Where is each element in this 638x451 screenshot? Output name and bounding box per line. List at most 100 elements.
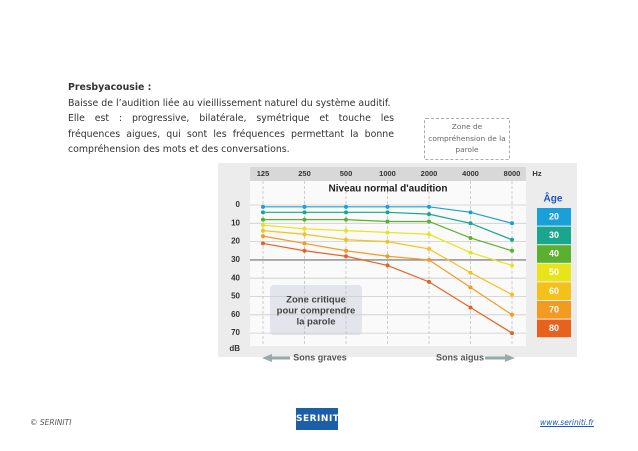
data-point <box>261 210 265 215</box>
chart-title: Niveau normal d'audition <box>328 184 447 195</box>
data-point <box>261 241 265 246</box>
legend-swatch <box>537 263 571 282</box>
data-point <box>385 239 390 244</box>
arrow-left <box>262 354 272 362</box>
logo: SERINITI <box>296 408 343 430</box>
data-point <box>261 228 265 233</box>
legend-swatch <box>537 282 571 300</box>
legend-swatch <box>537 208 571 226</box>
x-tick-label: 250 <box>298 169 311 178</box>
data-point <box>344 217 348 222</box>
legend-label: 20 <box>549 211 559 221</box>
data-point <box>261 234 265 239</box>
data-point <box>427 204 431 209</box>
paragraph: Baisse de l’audition liée au vieillissem… <box>68 97 391 109</box>
data-point <box>385 254 390 259</box>
data-point <box>302 204 307 209</box>
legend-label: 70 <box>549 304 559 314</box>
data-point <box>302 210 307 215</box>
y-tick-label: 10 <box>231 218 240 227</box>
legend-label: 40 <box>549 249 559 259</box>
paragraph: Elle est : progressive, bilatérale, symé… <box>68 113 394 155</box>
data-point <box>468 210 473 215</box>
y-tick-label: 20 <box>231 237 240 246</box>
data-point <box>344 204 348 209</box>
data-point <box>427 232 431 237</box>
data-point <box>510 221 514 226</box>
x-unit: Hz <box>532 169 541 178</box>
y-tick-label: 30 <box>231 255 240 264</box>
y-tick-label: 60 <box>231 310 240 319</box>
intro: Presbyacousie : Baisse de l’audition lié… <box>68 80 394 158</box>
data-point <box>385 230 390 235</box>
data-point <box>427 257 431 262</box>
x-tick-label: 8000 <box>504 169 521 178</box>
data-point <box>344 237 348 242</box>
data-point <box>468 285 473 290</box>
data-point <box>427 212 431 217</box>
data-point <box>468 221 473 226</box>
data-point <box>468 305 473 310</box>
data-point <box>427 219 431 224</box>
data-point <box>302 248 307 253</box>
legend-swatch <box>537 319 571 338</box>
legend-label: 60 <box>549 286 559 296</box>
data-point <box>302 241 307 246</box>
legend-swatch <box>537 301 571 319</box>
data-point <box>261 223 265 228</box>
data-point <box>510 248 514 253</box>
annotation-line: la parole <box>296 317 335 328</box>
legend-swatch <box>537 226 571 245</box>
y-tick-label: 0 <box>236 200 241 209</box>
data-point <box>261 217 265 222</box>
data-point <box>302 226 307 231</box>
legend-title: Âge <box>544 192 563 205</box>
legend-label: 80 <box>549 323 559 333</box>
freq-band <box>250 167 526 181</box>
data-point <box>344 228 348 233</box>
data-point <box>385 219 390 224</box>
data-point <box>344 210 348 215</box>
data-point <box>468 250 473 255</box>
critical-zone <box>270 285 362 335</box>
y-unit: dB <box>229 344 240 353</box>
data-point <box>468 235 473 240</box>
note-box: Zone de compréhension de la parole <box>424 118 510 160</box>
data-point <box>510 331 514 336</box>
data-point <box>510 263 514 268</box>
x-tick-label: 125 <box>257 169 270 178</box>
x-tick-label: 4000 <box>462 169 479 178</box>
data-point <box>510 312 514 317</box>
copyright: © SERINITI <box>30 418 72 427</box>
data-point <box>427 279 431 284</box>
y-tick-label: 50 <box>231 292 240 301</box>
data-point <box>261 204 265 209</box>
legend-swatch <box>537 245 571 263</box>
legend-label: 30 <box>549 230 559 240</box>
x-tick-label: 500 <box>340 169 353 178</box>
website-link[interactable]: www.seriniti.fr <box>540 418 594 427</box>
data-point <box>510 237 514 242</box>
y-tick-label: 70 <box>231 328 240 337</box>
data-point <box>302 232 307 237</box>
annotation-line: Zone critique <box>286 295 346 306</box>
legend-label: 50 <box>549 267 559 277</box>
y-tick-label: 40 <box>231 273 240 282</box>
data-point <box>385 263 390 268</box>
data-point <box>385 204 390 209</box>
x-tick-label: 2000 <box>421 169 438 178</box>
intro-title: Presbyacousie : <box>68 82 152 93</box>
low-label: Sons graves <box>293 352 347 362</box>
annotation-line: pour comprendre <box>277 306 356 317</box>
x-tick-label: 1000 <box>379 169 396 178</box>
data-point <box>302 217 307 222</box>
data-point <box>510 292 514 297</box>
data-point <box>344 248 348 253</box>
arrow-right <box>505 354 515 362</box>
high-label: Sons aigus <box>436 352 484 362</box>
data-point <box>385 210 390 215</box>
data-point <box>468 270 473 275</box>
data-point <box>344 254 348 259</box>
